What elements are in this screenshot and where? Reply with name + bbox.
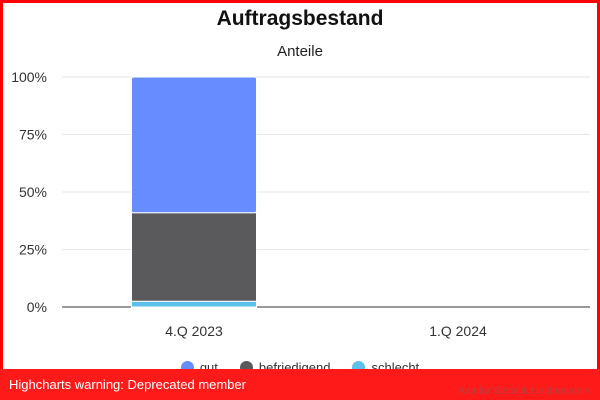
y-tick-label: 75%	[19, 127, 47, 143]
y-tick-label: 100%	[11, 69, 47, 85]
y-tick-label: 0%	[27, 299, 47, 315]
bar-gut[interactable]	[131, 76, 257, 214]
y-tick-label: 50%	[19, 184, 47, 200]
chart-title: Auftragsbestand	[216, 7, 384, 30]
chart-subtitle: Anteile	[277, 43, 323, 60]
credits-link[interactable]: Amt für Statistik Liechtenstein	[458, 386, 590, 397]
warning-banner: Highcharts warning: Deprecated member	[0, 369, 600, 400]
x-tick-label: 1.Q 2024	[429, 323, 487, 339]
bar-befriedigend[interactable]	[131, 212, 257, 302]
y-tick-label: 25%	[19, 242, 47, 258]
x-tick-label: 4.Q 2023	[165, 323, 223, 339]
bar-schlecht[interactable]	[131, 300, 257, 308]
